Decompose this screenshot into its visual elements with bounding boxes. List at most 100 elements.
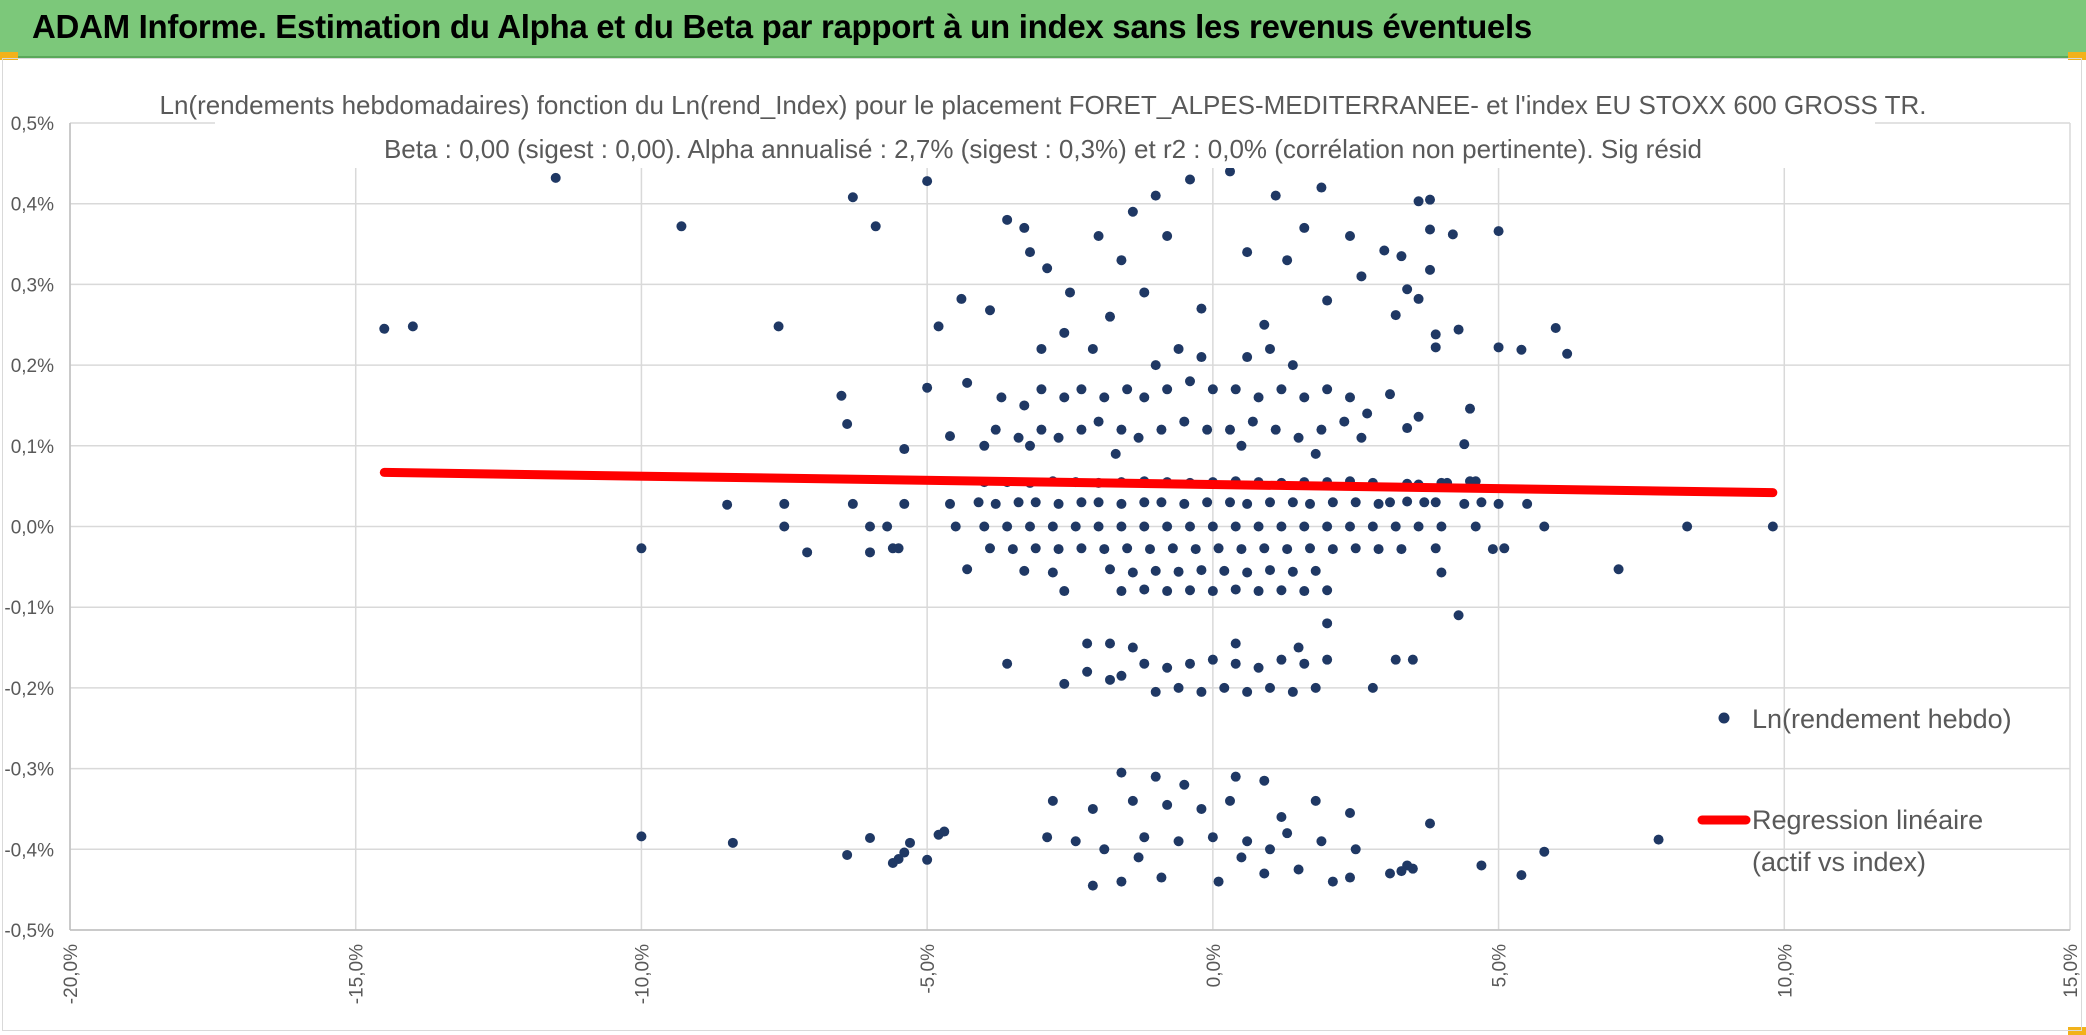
- scatter-point: [1082, 638, 1093, 649]
- scatter-point: [1162, 662, 1173, 673]
- scatter-point: [1139, 392, 1150, 403]
- scatter-point: [1436, 521, 1447, 532]
- scatter-point: [1767, 521, 1778, 532]
- y-tick-label: 0,4%: [11, 195, 54, 216]
- scatter-point: [1156, 497, 1167, 508]
- scatter-point: [1053, 432, 1064, 443]
- scatter-point: [1447, 229, 1458, 240]
- scatter-point: [1425, 818, 1435, 829]
- scatter-point: [1179, 416, 1190, 427]
- scatter-point: [922, 176, 933, 187]
- scatter-point: [1413, 411, 1424, 422]
- scatter-point: [1105, 674, 1115, 685]
- scatter-point: [1236, 544, 1247, 555]
- y-tick-label: 0,0%: [11, 518, 54, 539]
- scatter-point: [1207, 832, 1218, 843]
- scatter-point: [996, 392, 1007, 403]
- scatter-point: [1299, 222, 1310, 233]
- scatter-point: [1196, 565, 1207, 576]
- y-tick-label: -0,3%: [4, 760, 54, 781]
- scatter-point: [1247, 416, 1258, 427]
- scatter-point: [1036, 384, 1047, 395]
- scatter-point: [1653, 834, 1664, 845]
- chart-title-line1: Ln(rendements hebdomadaires) fonction du…: [159, 90, 1926, 120]
- scatter-point: [379, 323, 390, 334]
- scatter-point: [1173, 682, 1184, 693]
- scatter-point: [865, 833, 875, 844]
- scatter-point: [1259, 319, 1270, 330]
- scatter-point: [1253, 521, 1264, 532]
- scatter-point: [1047, 567, 1058, 578]
- scatter-point: [1396, 251, 1407, 262]
- scatter-point: [1345, 230, 1355, 241]
- legend-scatter-label: Ln(rendement hebdo): [1752, 704, 2012, 734]
- scatter-point: [1276, 521, 1287, 532]
- scatter-point: [676, 221, 687, 232]
- scatter-point: [842, 849, 853, 860]
- scatter-point: [1196, 352, 1207, 363]
- scatter-point: [1682, 521, 1693, 532]
- scatter-point: [1367, 682, 1378, 693]
- scatter-point: [1019, 565, 1030, 576]
- scatter-point: [1390, 521, 1401, 532]
- scatter-point: [1185, 585, 1195, 596]
- scatter-point: [956, 293, 967, 304]
- scatter-point: [1145, 544, 1155, 555]
- scatter-point: [1185, 521, 1195, 532]
- scatter-point: [1402, 496, 1413, 507]
- scatter-point: [985, 543, 995, 554]
- legend-line-label-2: (actif vs index): [1752, 847, 1926, 877]
- scatter-point: [1322, 384, 1333, 395]
- scatter-point: [1070, 836, 1081, 847]
- scatter-point: [1162, 586, 1173, 597]
- scatter-point: [779, 521, 790, 532]
- scatter-point: [1196, 686, 1207, 697]
- scatter-point: [636, 831, 647, 842]
- scatter-point: [1293, 864, 1304, 875]
- scatter-point: [1133, 432, 1144, 443]
- scatter-point: [962, 377, 973, 388]
- scatter-point: [773, 321, 784, 332]
- scatter-point: [945, 431, 955, 442]
- scatter-point: [1562, 348, 1573, 359]
- scatter-point: [1487, 544, 1498, 555]
- scatter-point: [1105, 638, 1115, 649]
- x-tick-label: 15,0%: [2061, 944, 2082, 998]
- scatter-point: [1127, 567, 1138, 578]
- scatter-point: [1093, 230, 1104, 241]
- scatter-point: [1316, 836, 1327, 847]
- scatter-point: [1276, 654, 1287, 665]
- scatter-point: [1030, 543, 1041, 554]
- scatter-point: [1002, 214, 1013, 225]
- scatter-point: [1139, 521, 1150, 532]
- scatter-point: [1093, 521, 1104, 532]
- scatter-point: [1219, 682, 1230, 693]
- scatter-point: [1379, 245, 1390, 256]
- scatter-point: [1116, 498, 1127, 509]
- scatter-point: [1185, 376, 1195, 387]
- scatter-point: [905, 837, 915, 848]
- report-banner: ADAM Informe. Estimation du Alpha et du …: [0, 0, 2086, 58]
- scatter-point: [636, 543, 647, 554]
- scatter-point: [899, 498, 910, 509]
- scatter-point: [1042, 263, 1053, 274]
- scatter-point: [1276, 812, 1287, 823]
- scatter-point: [1207, 521, 1218, 532]
- x-tick-label: -20,0%: [61, 944, 82, 1004]
- scatter-point: [1196, 303, 1207, 314]
- title-background: [215, 90, 1875, 168]
- scatter-point: [1396, 866, 1407, 877]
- legend-line-label-1: Regression linéaire: [1752, 805, 1983, 835]
- scatter-point: [802, 547, 813, 558]
- scatter-point: [922, 382, 933, 393]
- scatter-point: [1093, 497, 1104, 508]
- scatter-point: [1025, 440, 1035, 451]
- scatter-point: [1116, 424, 1127, 435]
- scatter-point: [1013, 497, 1024, 508]
- scatter-point: [1499, 543, 1510, 554]
- scatter-point: [899, 444, 910, 455]
- scatter-point: [407, 321, 418, 332]
- scatter-point: [1350, 844, 1361, 855]
- scatter-point: [1430, 497, 1441, 508]
- scatter-point: [870, 221, 881, 232]
